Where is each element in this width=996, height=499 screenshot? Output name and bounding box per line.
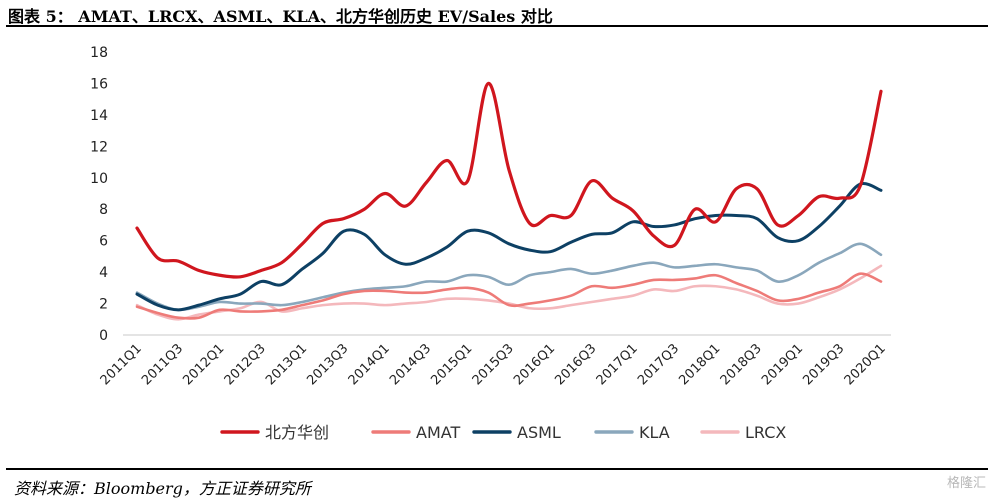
series-line-2 [135,182,883,312]
top-rule [6,25,988,27]
x-tick-label: 2012Q1 [180,341,227,388]
y-tick-label: 12 [90,139,108,155]
x-tick-label: 2014Q3 [387,341,434,388]
x-tick-label: 2016Q1 [511,341,558,388]
legend-label-1: AMAT [416,423,460,442]
x-tick-label: 2020Q1 [842,341,889,388]
x-tick-label: 2015Q3 [470,341,517,388]
x-tick-label: 2012Q3 [222,341,269,388]
y-tick-label: 18 [90,45,108,61]
x-tick-label: 2017Q1 [594,341,641,388]
y-tick-label: 16 [90,76,108,92]
bottom-rule [6,468,988,470]
x-tick-label: 2019Q1 [759,341,806,388]
y-axis: 0 2 4 6 8 10 12 14 16 18 [90,45,108,344]
legend-label-4: LRCX [745,423,786,442]
y-tick-label: 2 [99,297,108,313]
x-tick-label: 2011Q3 [139,341,186,388]
y-tick-label: 0 [99,328,108,344]
series-line-1 [135,272,883,320]
x-tick-label: 2015Q1 [428,341,475,388]
legend-label-0: 北方华创 [265,423,329,442]
x-axis: 2011Q12011Q32012Q12012Q32013Q12013Q32014… [98,334,891,388]
watermark-logo: 格隆汇 [946,476,986,491]
x-tick-label: 2013Q3 [304,341,351,388]
line-chart: 0 2 4 6 8 10 12 14 16 18 2011Q12011Q32012Q12012Q3… [90,45,891,442]
x-tick-label: 2011Q1 [98,341,145,388]
y-tick-label: 10 [90,171,108,187]
series-line-3 [135,242,883,312]
x-tick-label: 2013Q1 [263,341,310,388]
chart-title: 图表 5： AMAT、LRCX、ASML、KLA、北方华创历史 EV/Sales… [8,7,553,26]
y-tick-label: 6 [99,234,108,250]
x-tick-label: 2017Q3 [635,341,682,388]
series-layer [135,81,883,321]
series-line-0 [135,81,883,279]
x-tick-label: 2014Q1 [346,341,393,388]
legend-label-3: KLA [639,423,670,442]
y-tick-label: 14 [90,108,108,124]
legend: 北方华创 AMAT ASML KLA LRCX [220,423,786,442]
legend-label-2: ASML [517,423,561,442]
x-tick-label: 2016Q3 [552,341,599,388]
x-tick-label: 2018Q1 [676,341,723,388]
y-tick-label: 8 [99,202,108,218]
x-tick-label: 2018Q3 [718,341,765,388]
y-tick-label: 4 [99,265,108,281]
series-line-4 [135,264,883,321]
x-tick-label: 2019Q3 [800,341,847,388]
source-note: 资料来源：Bloomberg，方正证券研究所 [14,479,311,498]
